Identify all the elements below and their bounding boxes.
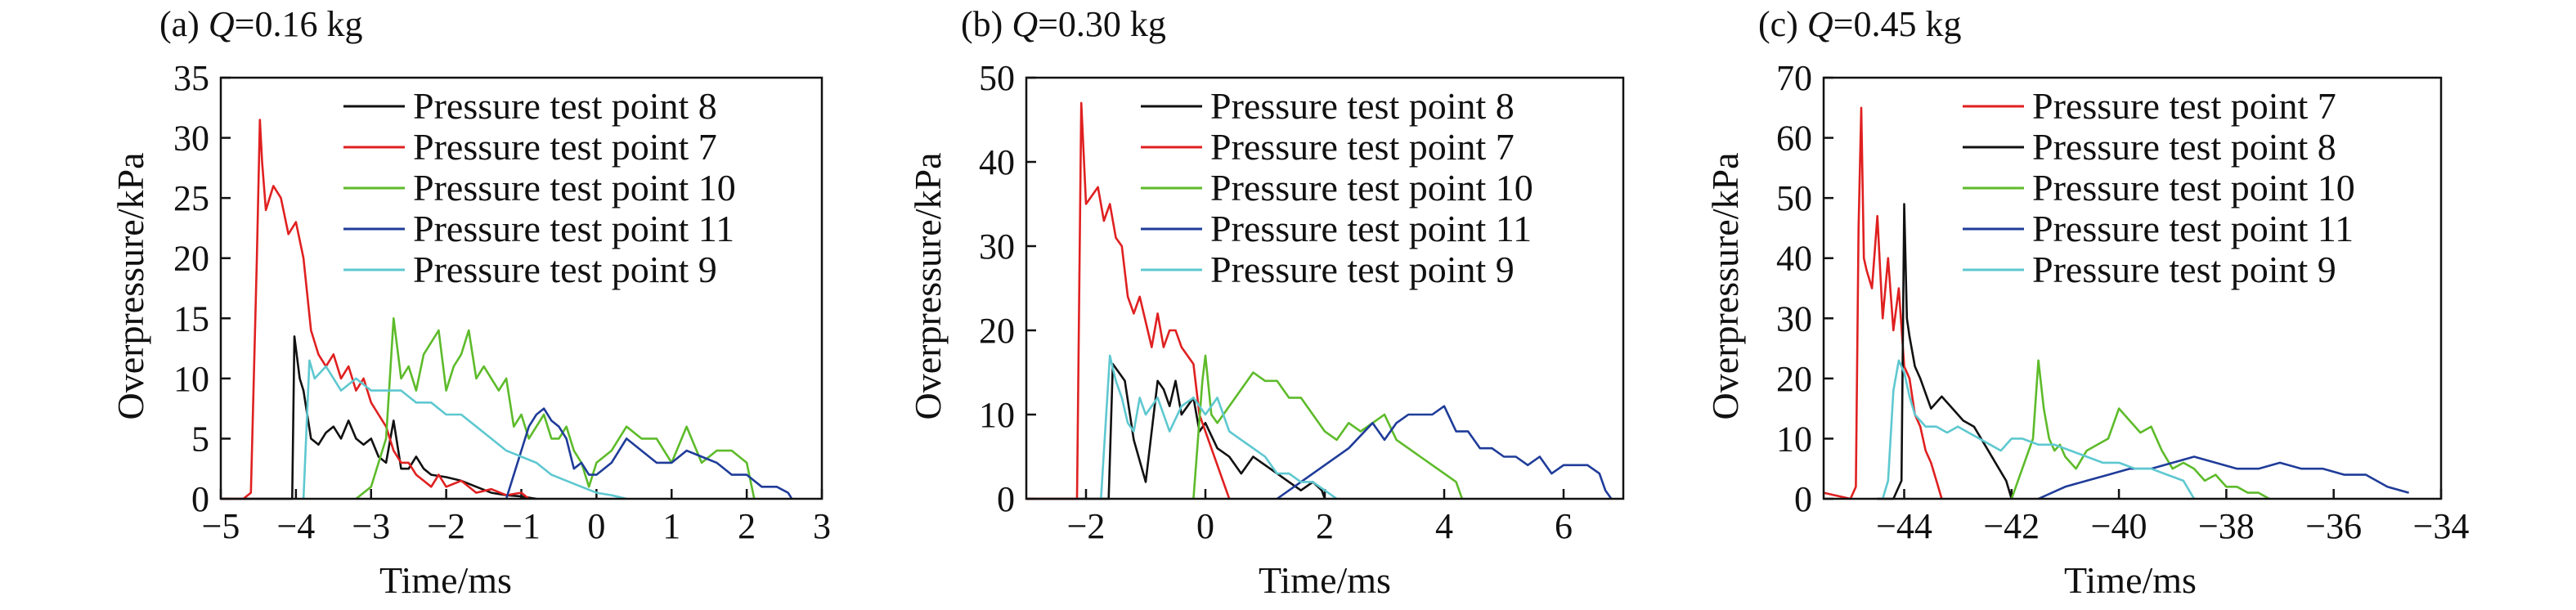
panel-a-legend-label-5: Pressure test point 9 bbox=[413, 249, 717, 290]
panel-b-xlabel: Time/ms bbox=[1259, 559, 1391, 601]
panel-b-lines bbox=[1026, 101, 1613, 500]
panel-c-title: (c) Q=0.45 kg bbox=[1758, 4, 1961, 44]
panel-c-legend-label-3: Pressure test point 10 bbox=[2032, 167, 2355, 209]
panel-c-xtick-label: −34 bbox=[2413, 506, 2470, 546]
panel-a-legend-label-3: Pressure test point 10 bbox=[413, 167, 736, 209]
panel-a-legend-label-1: Pressure test point 8 bbox=[413, 85, 717, 127]
panel-c-ylabel: Overpressure/kPa bbox=[1704, 152, 1746, 419]
panel-a-xtick-label: −2 bbox=[427, 506, 465, 546]
panel-a-ytick-label: 30 bbox=[173, 119, 209, 159]
panel-a-frame bbox=[219, 76, 824, 500]
panel-c-xtick-label: −40 bbox=[2091, 506, 2147, 546]
panel-c-frame bbox=[1822, 76, 2443, 500]
panel-b-xtick-label: 6 bbox=[1555, 506, 1573, 546]
panel-c-legend-label-5: Pressure test point 9 bbox=[2032, 249, 2336, 290]
panel-b-series-line-3 bbox=[1192, 354, 1464, 500]
panel-a-legend-label-4: Pressure test point 11 bbox=[413, 208, 734, 249]
panel-c-series-line-1 bbox=[1823, 106, 1943, 500]
panel-b: (b) Q=0.30 kg Overpressure/kPa Time/ms −… bbox=[907, 4, 1625, 601]
panel-c-legend-label-4: Pressure test point 11 bbox=[2032, 208, 2354, 249]
panel-c-xlabel: Time/ms bbox=[2064, 559, 2197, 601]
panel-c-ytick-label: 70 bbox=[1776, 58, 1812, 98]
panel-c-ytick-label: 30 bbox=[1776, 298, 1812, 339]
panel-a-ytick-label: 10 bbox=[173, 359, 209, 399]
panel-a-ylabel: Overpressure/kPa bbox=[110, 152, 151, 419]
panel-a-series-line-1 bbox=[221, 335, 537, 500]
panel-b-ytick-label: 40 bbox=[979, 142, 1015, 182]
panel-b-ytick-label: 30 bbox=[979, 227, 1015, 267]
panel-a-xtick-label: 3 bbox=[813, 506, 831, 546]
panel-c-lines bbox=[1823, 106, 2409, 500]
panel-a-ytick-label: 25 bbox=[173, 178, 209, 218]
panel-b-xtick-label: 4 bbox=[1435, 506, 1453, 546]
panel-b-xtick-label: 0 bbox=[1196, 506, 1214, 546]
panel-a-series-line-2 bbox=[221, 119, 530, 500]
panel-b-ytick-label: 50 bbox=[979, 58, 1015, 98]
panel-a-xtick-label: 1 bbox=[662, 506, 680, 546]
panel-a-legend-label-2: Pressure test point 7 bbox=[413, 126, 717, 168]
panel-b-legend-label-5: Pressure test point 9 bbox=[1210, 249, 1515, 290]
panel-a-xtick-label: −4 bbox=[276, 506, 315, 546]
panel-c-series-line-5 bbox=[1881, 359, 2196, 500]
panel-a-series-line-4 bbox=[505, 407, 793, 500]
panel-c-xtick-label: −42 bbox=[1983, 506, 2040, 546]
panel-a-ytick-label: 20 bbox=[173, 239, 209, 279]
panel-c-ytick-label: 50 bbox=[1776, 178, 1812, 218]
panel-c-ticks: −44 −42 −40 −38 −36 −34 0 10 20 30 40 50 60 70 bbox=[1776, 58, 2469, 546]
panel-c-legend-label-1: Pressure test point 7 bbox=[2032, 85, 2336, 127]
panel-b-legend-label-2: Pressure test point 7 bbox=[1210, 126, 1515, 168]
panel-b-frame bbox=[1025, 76, 1625, 500]
panel-c-series-line-4 bbox=[2038, 455, 2409, 500]
panel-a-xtick-label: −1 bbox=[502, 506, 541, 546]
panel-a: (a) Q=0.16 kg Overpressure/kPa Time/ms −… bbox=[110, 4, 831, 601]
panel-b-series-line-1 bbox=[1026, 362, 1326, 500]
panel-b-series-line-5 bbox=[1100, 354, 1338, 500]
panel-a-xtick-label: 0 bbox=[587, 506, 605, 546]
panel-c-ytick-label: 40 bbox=[1776, 239, 1812, 279]
panel-c-legend-label-2: Pressure test point 8 bbox=[2032, 126, 2336, 168]
panel-b-xtick-label: −2 bbox=[1067, 506, 1106, 546]
panel-b-ytick-label: 10 bbox=[979, 395, 1015, 435]
panel-b-ticks: −2 0 2 4 6 0 10 20 30 40 50 bbox=[979, 58, 1573, 546]
panel-c: (c) Q=0.45 kg Overpressure/kPa Time/ms −… bbox=[1704, 4, 2469, 601]
panel-b-legend-label-3: Pressure test point 10 bbox=[1210, 167, 1533, 209]
panel-b-legend-label-4: Pressure test point 11 bbox=[1210, 208, 1532, 249]
panel-a-xtick-label: −3 bbox=[352, 506, 390, 546]
panel-b-legend-label-1: Pressure test point 8 bbox=[1210, 85, 1515, 127]
panel-a-lines bbox=[221, 119, 793, 500]
panel-c-series-line-2 bbox=[1877, 203, 2013, 500]
panel-a-ytick-label: 5 bbox=[191, 419, 209, 459]
panel-c-xtick-label: −44 bbox=[1876, 506, 1932, 546]
panel-c-ytick-label: 60 bbox=[1776, 119, 1812, 159]
panel-b-ylabel: Overpressure/kPa bbox=[907, 152, 949, 419]
panel-b-ytick-label: 20 bbox=[979, 311, 1015, 351]
panel-c-ytick-label: 10 bbox=[1776, 419, 1812, 459]
panel-a-series-line-5 bbox=[302, 359, 627, 500]
panel-a-series-line-3 bbox=[355, 316, 756, 500]
panel-a-ytick-label: 35 bbox=[173, 58, 209, 98]
panel-c-ytick-label: 0 bbox=[1794, 479, 1812, 519]
panel-a-ytick-label: 0 bbox=[191, 479, 209, 519]
panel-b-series-line-2 bbox=[1026, 101, 1231, 500]
panel-c-series-line-3 bbox=[2010, 359, 2270, 500]
panel-a-title: (a) Q=0.16 kg bbox=[159, 4, 362, 44]
panel-b-ytick-label: 0 bbox=[997, 479, 1015, 519]
panel-b-series-line-4 bbox=[1276, 405, 1613, 500]
panel-a-ytick-label: 15 bbox=[173, 298, 209, 339]
panel-c-xtick-label: −36 bbox=[2305, 506, 2362, 546]
panel-c-xtick-label: −38 bbox=[2198, 506, 2255, 546]
panel-a-xtick-label: 2 bbox=[738, 506, 756, 546]
panel-b-title: (b) Q=0.30 kg bbox=[961, 4, 1166, 44]
panel-a-xlabel: Time/ms bbox=[379, 559, 512, 601]
panel-a-xtick-label: −5 bbox=[202, 506, 240, 546]
panel-c-ytick-label: 20 bbox=[1776, 359, 1812, 399]
panel-b-xtick-label: 2 bbox=[1316, 506, 1334, 546]
